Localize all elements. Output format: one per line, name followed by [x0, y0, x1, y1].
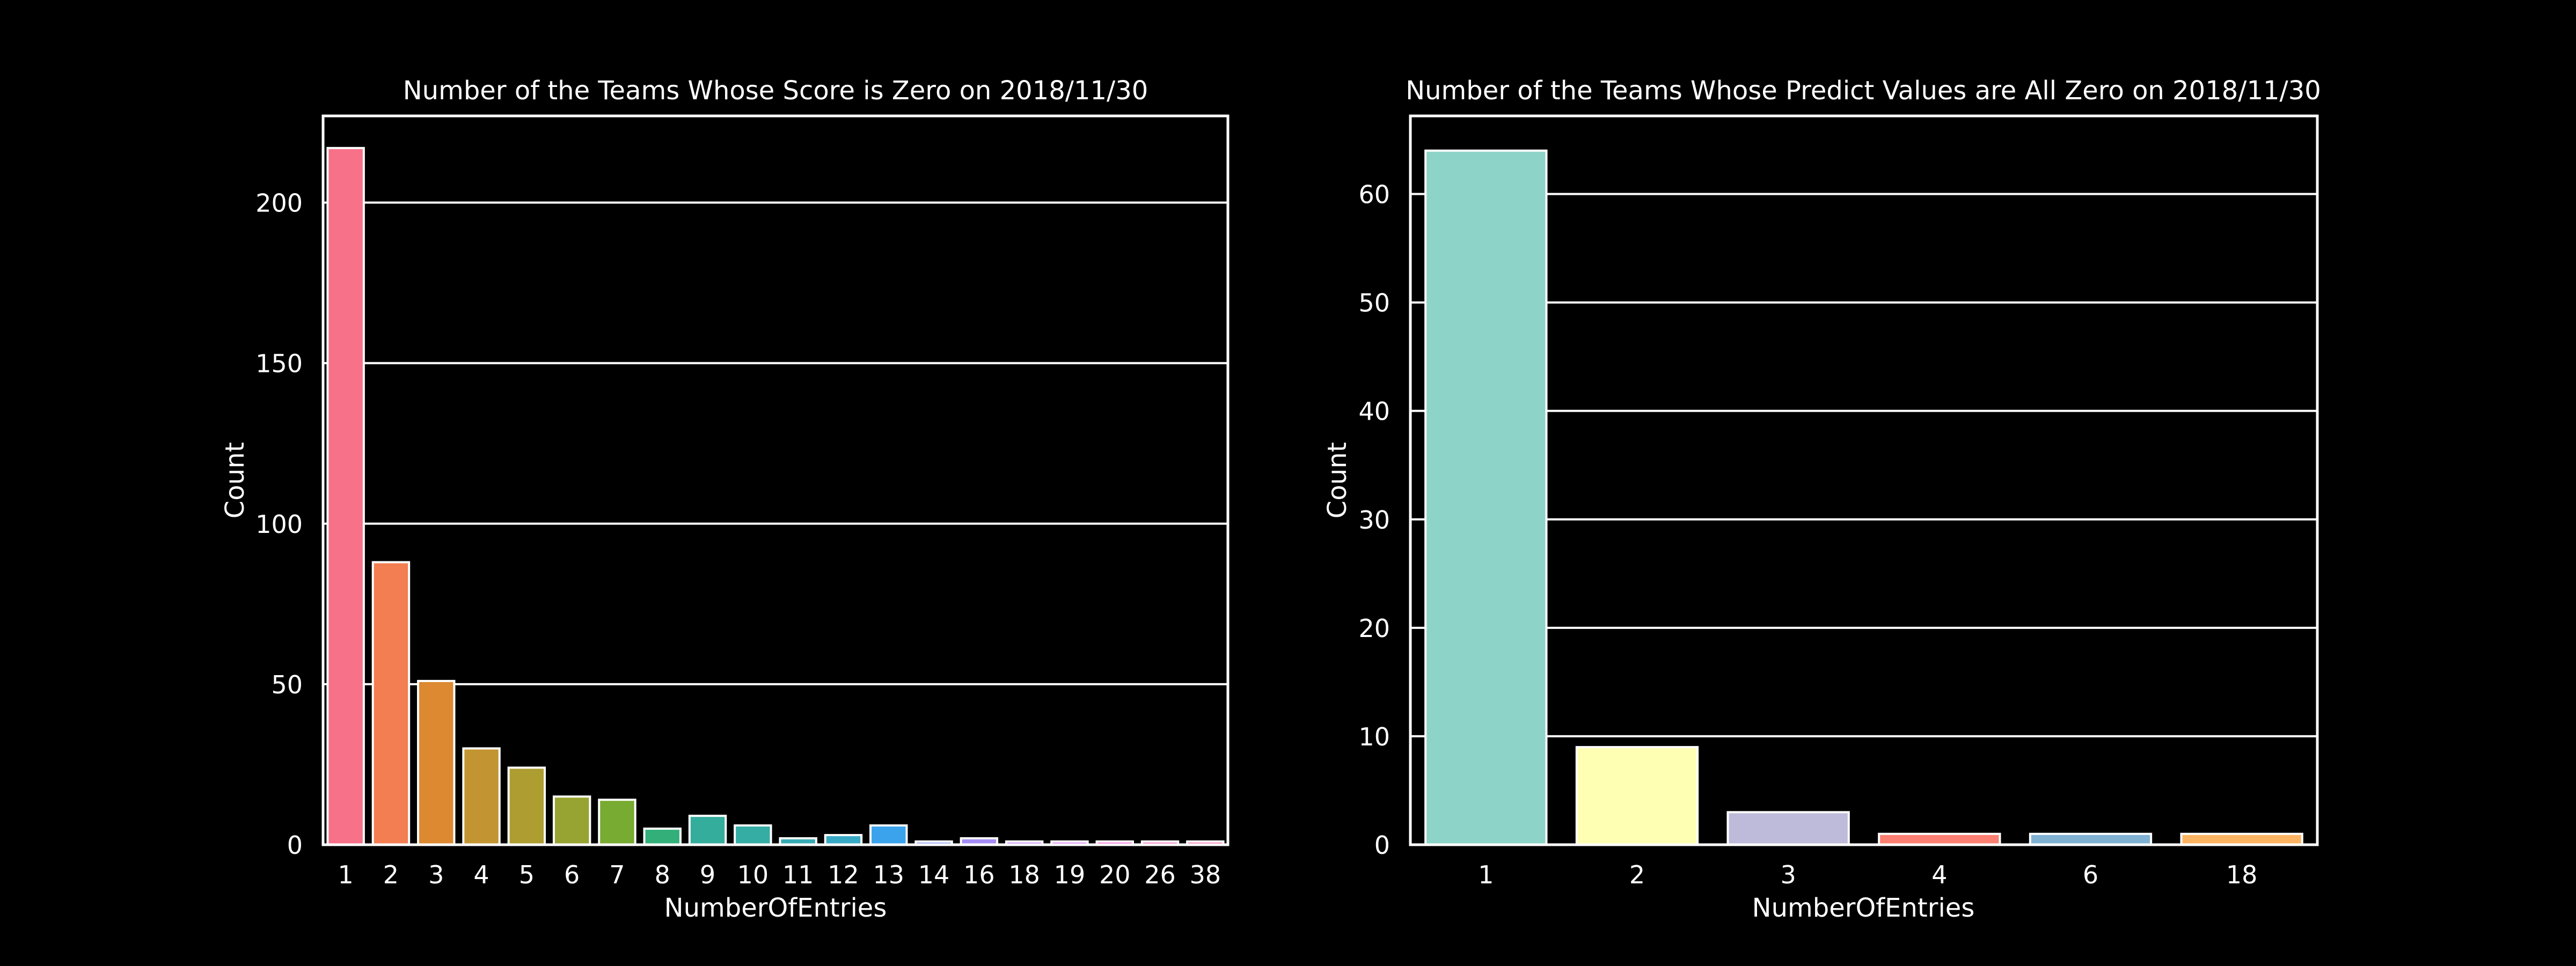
y-tick-label: 100 — [255, 510, 303, 539]
y-ticks: 0 10 20 30 40 50 60 — [1358, 180, 1390, 860]
bar — [417, 679, 456, 846]
bar — [598, 799, 636, 846]
y-tick-label: 20 — [1358, 614, 1390, 643]
chart-title: Number of the Teams Whose Score is Zero … — [403, 76, 1148, 106]
x-tick-label: 6 — [2083, 860, 2098, 889]
bar — [371, 561, 411, 846]
x-tick-label: 5 — [519, 860, 535, 889]
bar — [869, 824, 908, 846]
bar — [643, 828, 682, 846]
x-tick-label: 1 — [1478, 860, 1494, 889]
x-tick-label: 9 — [700, 860, 715, 889]
y-ticks: 0 50 100 150 200 — [255, 189, 303, 860]
x-tick-label: 6 — [564, 860, 580, 889]
x-tick-label: 2 — [1629, 860, 1645, 889]
x-tick-label: 12 — [828, 860, 859, 889]
bar — [462, 747, 501, 846]
y-tick-label: 0 — [287, 831, 303, 860]
plot-frame — [321, 114, 1230, 846]
y-tick-label: 10 — [1358, 722, 1390, 751]
x-tick-label: 16 — [963, 860, 995, 889]
bar — [2029, 832, 2153, 846]
bar — [326, 147, 365, 846]
y-axis-label: Count — [1322, 442, 1352, 519]
y-tick-label: 50 — [271, 670, 303, 699]
grid-lines — [323, 201, 1228, 685]
chart-predict-all-zero: Number of the Teams Whose Predict Values… — [1322, 76, 2321, 923]
x-axis-label: NumberOfEntries — [664, 893, 887, 923]
bar — [552, 795, 591, 846]
x-tick-label: 20 — [1099, 860, 1131, 889]
y-tick-label: 50 — [1358, 289, 1390, 318]
x-tick-label: 10 — [737, 860, 769, 889]
bar — [507, 766, 546, 846]
x-tick-label: 38 — [1190, 860, 1221, 889]
y-axis-label: Count — [220, 442, 250, 519]
x-ticks: 1 2 3 4 5 6 7 8 9 10 11 12 13 14 16 18 19 20 26 38 — [338, 860, 1221, 889]
y-tick-label: 40 — [1358, 397, 1390, 426]
x-tick-label: 8 — [655, 860, 670, 889]
x-tick-label: 18 — [1008, 860, 1040, 889]
bar — [1575, 746, 1699, 846]
y-tick-label: 200 — [255, 189, 303, 218]
y-tick-label: 0 — [1374, 831, 1390, 860]
x-tick-label: 4 — [473, 860, 489, 889]
x-axis-label: NumberOfEntries — [1752, 893, 1975, 923]
x-tick-label: 14 — [918, 860, 950, 889]
y-tick-label: 150 — [255, 349, 303, 378]
x-tick-label: 7 — [609, 860, 625, 889]
grid-lines — [1410, 193, 2317, 737]
x-tick-label: 19 — [1054, 860, 1086, 889]
chart-score-zero: Number of the Teams Whose Score is Zero … — [220, 76, 1230, 923]
x-tick-label: 11 — [782, 860, 814, 889]
bar — [2180, 832, 2303, 846]
y-tick-label: 30 — [1358, 506, 1390, 535]
bar — [1424, 149, 1548, 846]
bar — [734, 824, 772, 846]
x-ticks: 1 2 3 4 6 18 — [1478, 860, 2257, 889]
x-tick-label: 13 — [873, 860, 904, 889]
y-tick-label: 60 — [1358, 180, 1390, 209]
x-tick-label: 3 — [428, 860, 444, 889]
x-tick-label: 1 — [338, 860, 354, 889]
bar — [1726, 811, 1850, 846]
plot-frame — [1409, 114, 2319, 846]
x-tick-label: 18 — [2226, 860, 2258, 889]
bars — [326, 147, 1225, 846]
bar — [824, 834, 863, 846]
bar — [688, 815, 727, 846]
bar — [1878, 832, 2001, 846]
x-tick-label: 3 — [1781, 860, 1796, 889]
x-tick-label: 2 — [383, 860, 399, 889]
x-tick-label: 26 — [1144, 860, 1176, 889]
chart-title: Number of the Teams Whose Predict Values… — [1406, 76, 2321, 106]
x-tick-label: 4 — [1931, 860, 1947, 889]
